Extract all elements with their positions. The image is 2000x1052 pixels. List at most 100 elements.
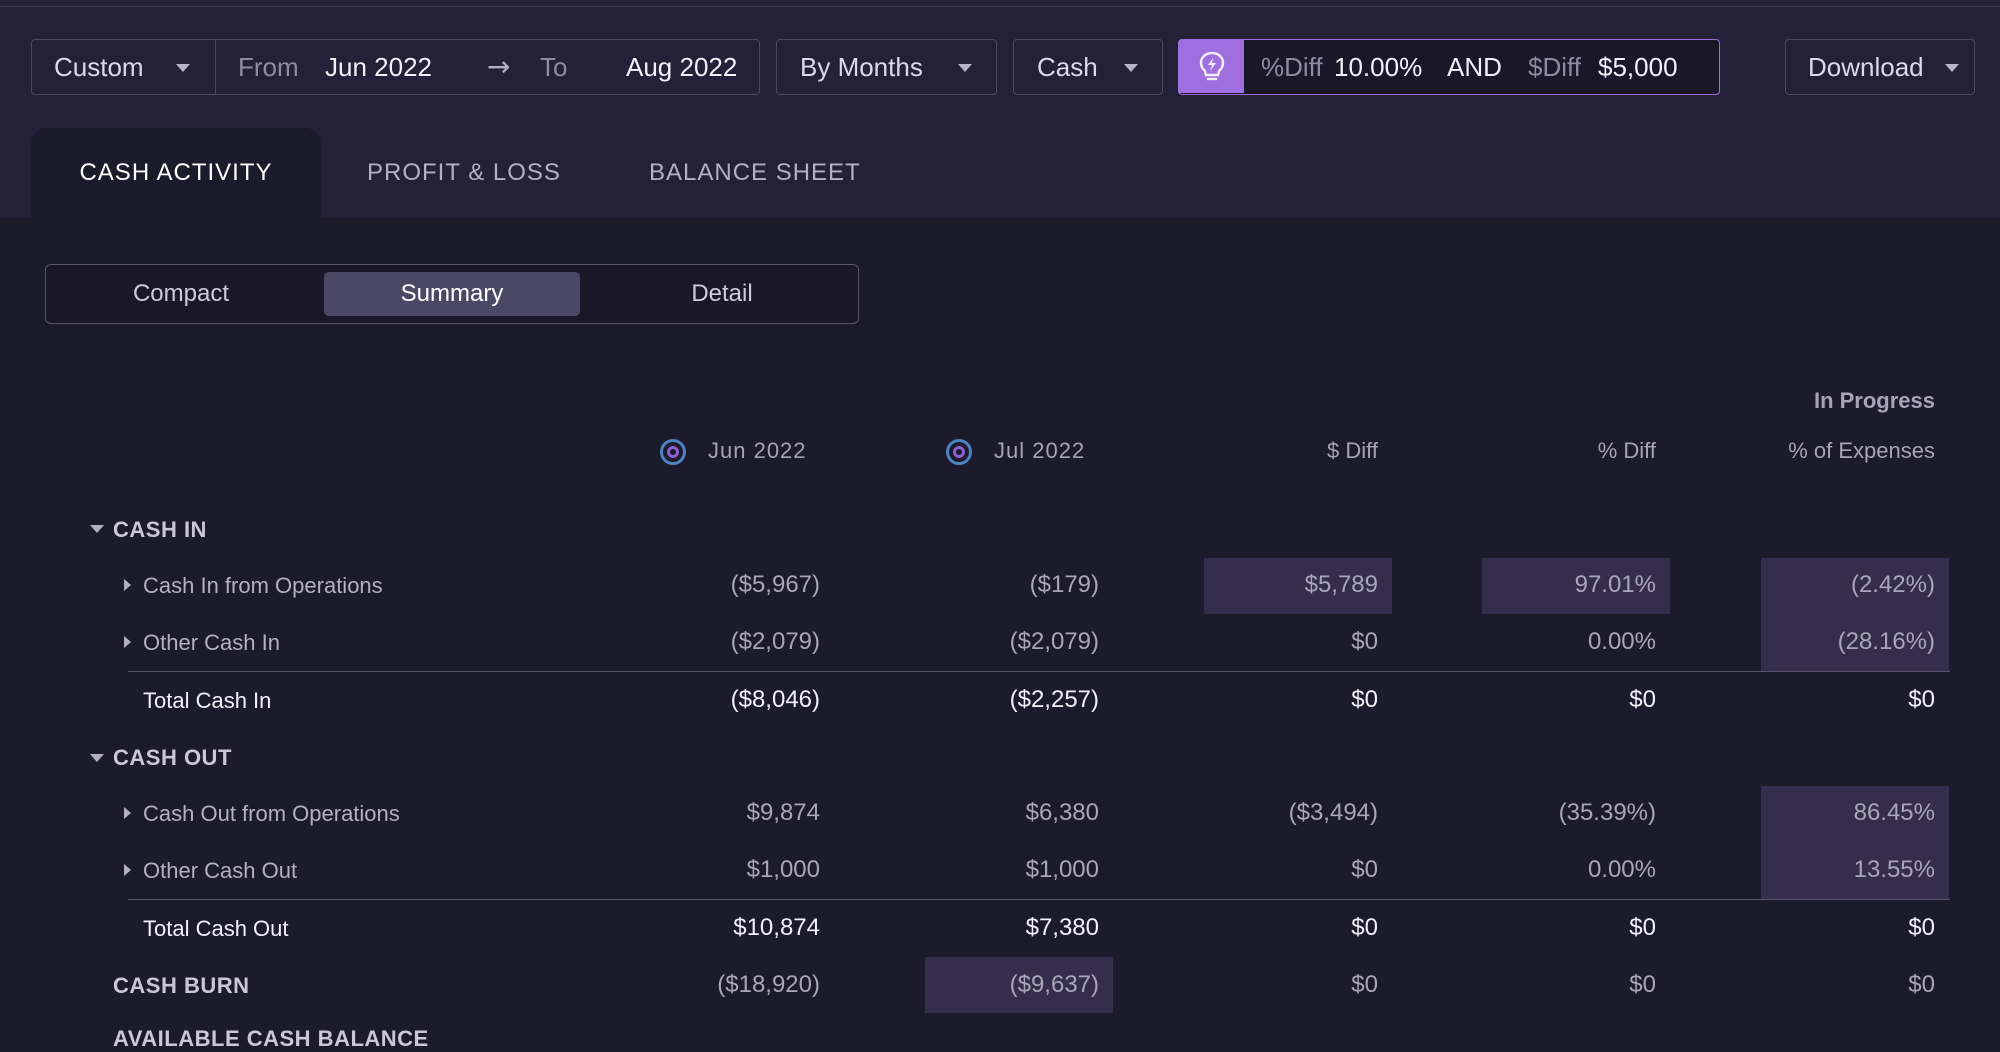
row-label: CASH BURN	[113, 973, 250, 998]
dollar-diff-label: $Diff	[1528, 52, 1581, 82]
expand-caret-icon[interactable]	[124, 636, 131, 648]
cell: ($8,046)	[730, 686, 820, 713]
total-divider	[128, 899, 1950, 900]
cell: 97.01%	[1574, 571, 1656, 598]
insight-highlight	[1204, 558, 1392, 614]
expand-caret-icon[interactable]	[124, 807, 131, 819]
row-label: Total Cash Out	[143, 916, 289, 941]
basis-dropdown[interactable]: Cash	[1013, 39, 1163, 95]
and-label: AND	[1447, 52, 1502, 82]
tab-cash-activity[interactable]: CASH ACTIVITY	[31, 128, 321, 218]
collapse-caret-icon[interactable]	[90, 525, 104, 533]
section-title-cash-in[interactable]: CASH IN	[113, 517, 207, 542]
view-mode-toggle: Compact Summary Detail	[45, 264, 859, 324]
cell: 86.45%	[1853, 799, 1935, 826]
insight-highlight	[1761, 786, 1949, 899]
to-value: Aug 2022	[626, 52, 738, 82]
cell: $6,380	[1025, 799, 1099, 826]
collapse-caret-icon[interactable]	[90, 754, 104, 762]
cell: $5,789	[1304, 571, 1378, 598]
cell: 13.55%	[1853, 856, 1935, 883]
insight-highlight	[925, 957, 1113, 1013]
pct-diff-value: 10.00%	[1334, 52, 1423, 82]
to-label: To	[540, 52, 568, 82]
period-indicator-icon	[946, 439, 972, 465]
cell: (28.16%)	[1837, 628, 1935, 655]
dollar-diff-value: $5,000	[1598, 52, 1678, 82]
cell: $0	[1351, 971, 1378, 998]
column-header-jun-2022[interactable]: Jun 2022	[708, 438, 807, 463]
period-indicator-icon	[660, 439, 686, 465]
column-header-dollar-diff: $ Diff	[1327, 438, 1378, 463]
cell: $1,000	[1025, 856, 1099, 883]
tab-label: BALANCE SHEET	[649, 159, 861, 186]
top-divider	[0, 6, 2000, 7]
lightbulb-icon	[1199, 51, 1224, 80]
cell: $0	[1908, 971, 1935, 998]
from-field[interactable]: From Jun 2022	[216, 40, 486, 94]
pct-diff-label: %Diff	[1261, 52, 1323, 82]
insight-threshold-filter[interactable]: %Diff 10.00% AND $Diff $5,000	[1178, 39, 1720, 95]
section-title-available-cash-balance: AVAILABLE CASH BALANCE	[113, 1026, 429, 1051]
insight-highlight	[1761, 558, 1949, 671]
from-label: From	[238, 52, 299, 82]
cell: $0	[1908, 914, 1935, 941]
cell: ($3,494)	[1288, 799, 1378, 826]
chevron-down-icon	[958, 64, 972, 72]
group-by-dropdown[interactable]: By Months	[776, 39, 997, 95]
download-button[interactable]: Download	[1785, 39, 1975, 95]
view-detail-button[interactable]: Detail	[691, 280, 753, 307]
group-by-value: By Months	[800, 52, 923, 82]
cell: (35.39%)	[1558, 799, 1656, 826]
section-title-cash-out[interactable]: CASH OUT	[113, 745, 232, 770]
row-label[interactable]: Cash Out from Operations	[143, 801, 400, 826]
column-header-pct-expenses: % of Expenses	[1788, 438, 1935, 463]
cell: $7,380	[1025, 914, 1099, 941]
cell: 0.00%	[1587, 856, 1656, 883]
chevron-down-icon	[176, 64, 190, 72]
cell: $1,000	[746, 856, 820, 883]
header-bar	[0, 0, 2000, 218]
cell: $0	[1629, 914, 1656, 941]
cell: $0	[1908, 686, 1935, 713]
view-summary-button[interactable]: Summary	[324, 272, 580, 316]
range-divider	[215, 40, 216, 94]
cell: 0.00%	[1587, 628, 1656, 655]
row-label[interactable]: Other Cash In	[143, 630, 280, 655]
tab-profit-loss[interactable]: PROFIT & LOSS	[367, 128, 561, 218]
view-compact-button[interactable]: Compact	[132, 280, 230, 307]
total-divider	[128, 671, 1950, 672]
cell: $0	[1629, 686, 1656, 713]
cell: $0	[1629, 971, 1656, 998]
column-header-pct-diff: % Diff	[1597, 438, 1656, 463]
cell: (2.42%)	[1850, 571, 1935, 598]
range-type-dropdown[interactable]: Custom	[32, 40, 215, 94]
cell: ($2,079)	[730, 628, 820, 655]
column-header-jul-2022[interactable]: Jul 2022	[994, 438, 1086, 463]
cell: ($18,920)	[717, 971, 820, 998]
cell: $0	[1351, 628, 1378, 655]
cell: ($179)	[1029, 571, 1099, 598]
from-value: Jun 2022	[325, 52, 432, 82]
cell: ($5,967)	[730, 571, 820, 598]
row-label[interactable]: Other Cash Out	[143, 858, 298, 883]
range-type-value: Custom	[54, 52, 144, 82]
row-label: Total Cash In	[143, 688, 272, 713]
tab-balance-sheet[interactable]: BALANCE SHEET	[649, 128, 861, 218]
cell: $0	[1351, 856, 1378, 883]
cell: ($2,079)	[1009, 628, 1099, 655]
download-label: Download	[1808, 52, 1924, 82]
basis-value: Cash	[1037, 52, 1098, 82]
cell: $0	[1351, 686, 1378, 713]
cell: $9,874	[746, 799, 820, 826]
expand-caret-icon[interactable]	[124, 864, 131, 876]
cell: $0	[1351, 914, 1378, 941]
expand-caret-icon[interactable]	[124, 579, 131, 591]
status-label: In Progress	[1813, 388, 1935, 413]
cell: ($2,257)	[1009, 686, 1099, 713]
to-field[interactable]: To Aug 2022	[540, 40, 760, 94]
tab-label: PROFIT & LOSS	[367, 159, 561, 186]
tab-label: CASH ACTIVITY	[79, 159, 273, 186]
insight-icon-box	[1179, 40, 1244, 93]
row-label[interactable]: Cash In from Operations	[143, 573, 383, 598]
